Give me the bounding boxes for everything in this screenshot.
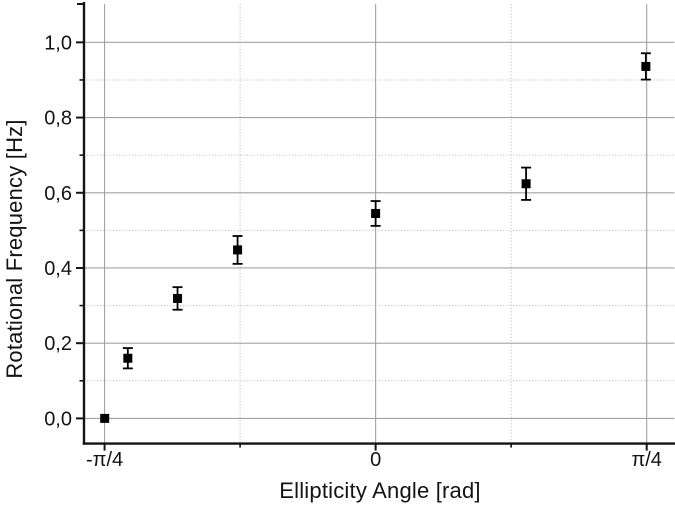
data-point: [371, 208, 381, 218]
data-point: [521, 179, 531, 189]
y-tick-label: 1,0: [44, 32, 72, 54]
y-axis-title: Rotational Frequency [Hz]: [2, 119, 27, 379]
y-tick-label: 0,6: [44, 183, 72, 205]
x-tick-label: -π/4: [86, 449, 123, 471]
x-axis-title: Ellipticity Angle [rad]: [279, 478, 481, 503]
data-point: [100, 413, 110, 423]
y-tick-label: 0,2: [44, 333, 72, 355]
x-tick-label: π/4: [631, 449, 661, 471]
y-tick-label: 0,0: [44, 408, 72, 430]
data-point: [641, 61, 651, 71]
y-tick-label: 0,4: [44, 258, 72, 280]
x-tick-label: 0: [370, 449, 381, 471]
data-point: [173, 293, 183, 303]
data-point: [233, 245, 243, 255]
y-tick-label: 0,8: [44, 108, 72, 130]
data-point: [123, 353, 133, 363]
